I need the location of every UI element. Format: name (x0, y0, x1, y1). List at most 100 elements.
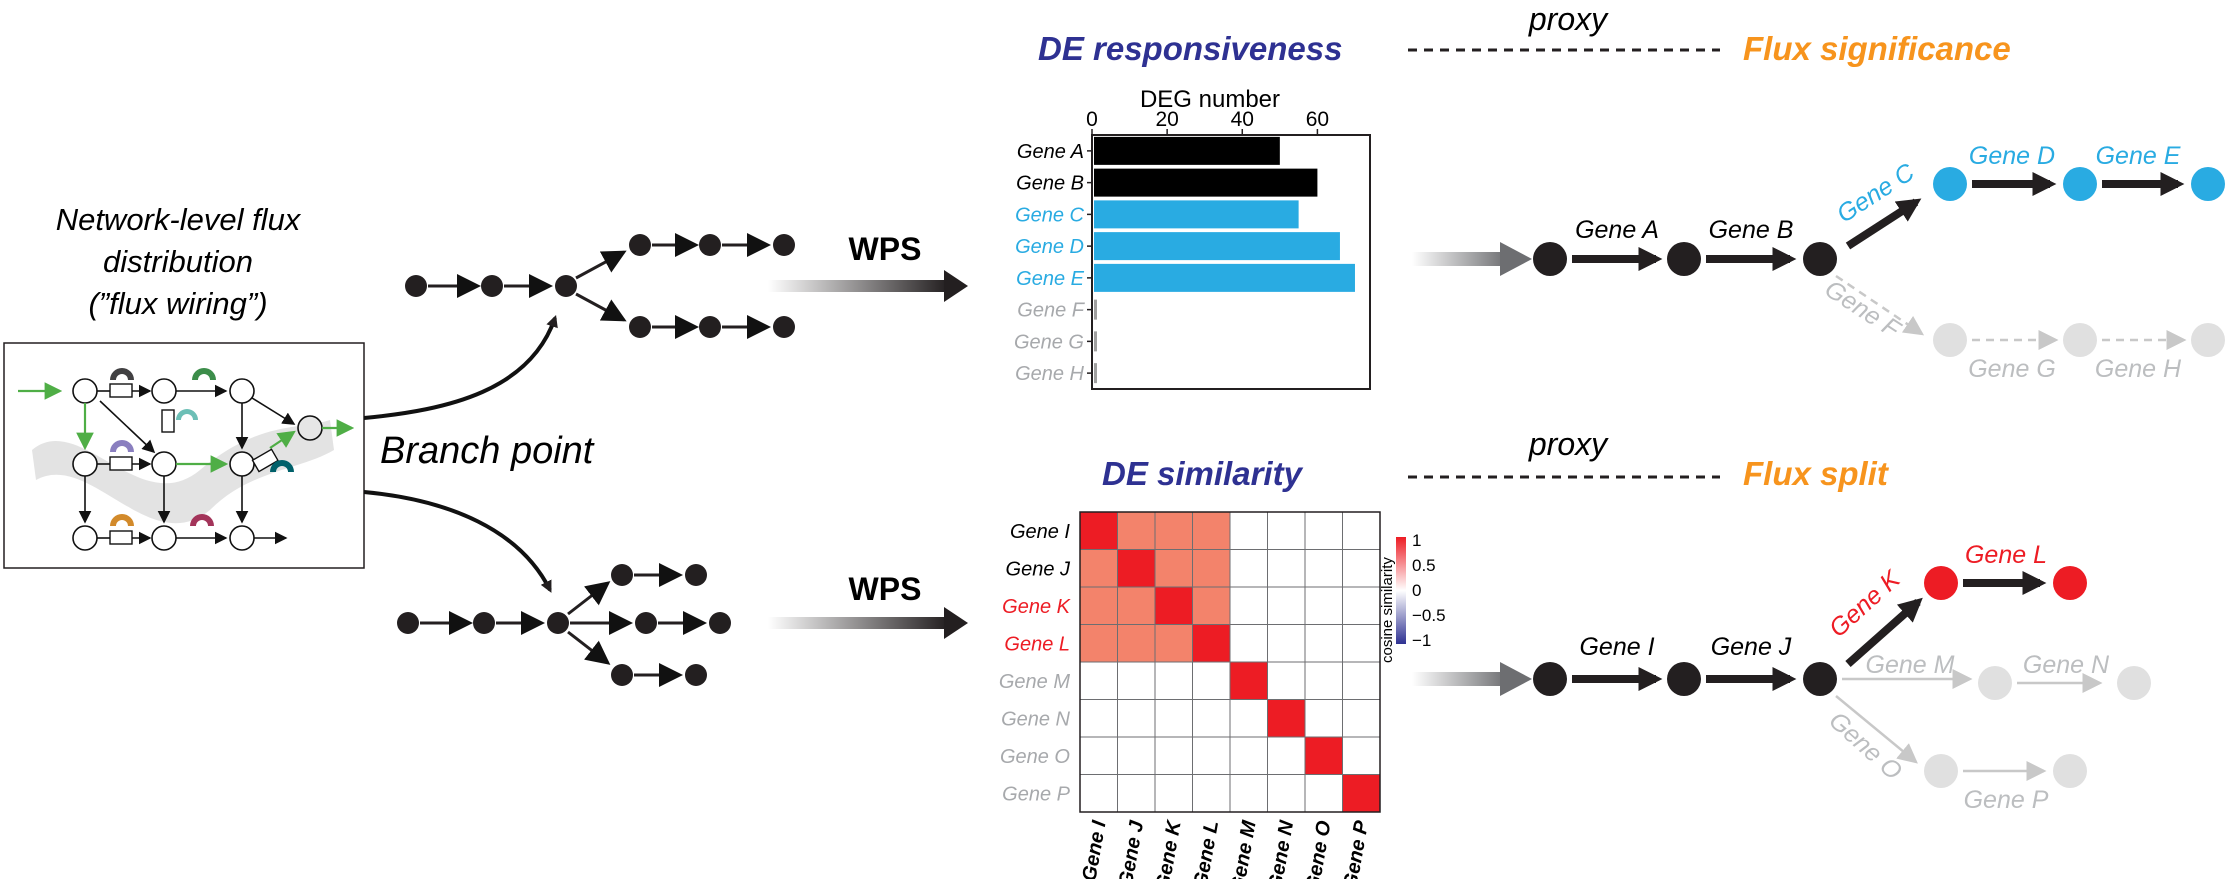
heatmap-cell-gene-k-gene-k (1154, 586, 1193, 625)
heatmap-cell-gene-p-gene-o (1304, 774, 1343, 813)
pathway-label-gene-p: Gene P (1964, 786, 2049, 814)
pathway-label-gene-c: Gene C (1832, 158, 1920, 229)
wps-label-top: WPS (849, 231, 922, 267)
wps-label-bottom: WPS (849, 571, 922, 607)
bar-label-gene-c: Gene C (1015, 204, 1084, 226)
heatmap-col-label-gene-k: Gene K (1152, 818, 1186, 879)
bar-gene-e (1094, 263, 1355, 292)
heatmap-row-label-gene-i: Gene I (1010, 521, 1070, 543)
heatmap-cell-gene-l-gene-k (1154, 624, 1193, 663)
heatmap-cell-gene-m-gene-m (1229, 661, 1268, 700)
top-section: DE responsiveness proxy Flux significanc… (1014, 1, 2225, 390)
caption-line-1: Network-level flux (56, 202, 302, 237)
heatmap-cell-gene-m-gene-k (1154, 661, 1193, 700)
heatmap-cell-gene-k-gene-l (1192, 586, 1231, 625)
pathway-label-gene-e: Gene E (2096, 142, 2181, 170)
heatmap-frame (1079, 511, 1381, 813)
heatmap-cell-gene-n-gene-k (1154, 699, 1193, 738)
bar-gene-d (1094, 232, 1340, 261)
legend-tick-1: 1 (1412, 531, 1421, 550)
heatmap-col-label-gene-i: Gene I (1078, 819, 1110, 879)
bar-gene-b (1094, 168, 1318, 197)
grey-arrow-bottom-head (1500, 662, 1532, 696)
legend-tick-neg-1: −1 (1412, 631, 1431, 650)
pathway-label-gene-l: Gene L (1965, 541, 2047, 569)
heatmap-cell-gene-k-gene-m (1229, 586, 1268, 625)
pathway-label-gene-g: Gene G (1968, 355, 2056, 383)
title-de-responsiveness: DE responsiveness (1038, 30, 1342, 67)
heatmap-cell-gene-l-gene-p (1342, 624, 1381, 663)
title-de-similarity: DE similarity (1102, 455, 1304, 492)
pathway-label-gene-n: Gene N (2023, 651, 2110, 679)
heatmap-cell-gene-i-gene-i (1079, 511, 1118, 550)
heatmap-cell-gene-n-gene-m (1229, 699, 1268, 738)
heatmap-cell-gene-m-gene-n (1267, 661, 1306, 700)
caption-line-3: (”flux wiring”) (88, 286, 267, 321)
title-flux-significance: Flux significance (1743, 30, 2011, 67)
flux-significance-pathway: Gene A Gene B Gene C Gene D Gene E Gene … (1533, 142, 2225, 383)
heatmap-cell-gene-i-gene-m (1229, 511, 1268, 550)
legend-tick-neg-0-5: −0.5 (1412, 606, 1446, 625)
legend-tick-0-5: 0.5 (1412, 556, 1436, 575)
proxy-label-top: proxy (1528, 1, 1609, 37)
heatmap-cell-gene-i-gene-k (1154, 511, 1193, 550)
heatmap-cell-gene-o-gene-p (1342, 736, 1381, 775)
legend-tick-0: 0 (1412, 581, 1421, 600)
heatmap-cell-gene-j-gene-p (1342, 549, 1381, 588)
heatmap-cell-gene-n-gene-p (1342, 699, 1381, 738)
wps-arrow-top: WPS (768, 231, 968, 302)
heatmap-cell-gene-k-gene-o (1304, 586, 1343, 625)
bar-label-gene-e: Gene E (1016, 268, 1084, 290)
branch-point-label: Branch point (380, 430, 595, 472)
heatmap-cell-gene-j-gene-i (1079, 549, 1118, 588)
flux-split-pathway: Gene I Gene J Gene K Gene L Gene M Gene … (1533, 541, 2151, 814)
heatmap-cell-gene-o-gene-k (1154, 736, 1193, 775)
heatmap-cell-gene-j-gene-k (1154, 549, 1193, 588)
heatmap-cell-gene-p-gene-n (1267, 774, 1306, 813)
heatmap-cell-gene-p-gene-p (1342, 774, 1381, 813)
pathway-label-gene-b: Gene B (1709, 216, 1794, 244)
grey-arrow-top-head (1500, 242, 1532, 276)
bar-label-gene-g: Gene G (1014, 331, 1084, 353)
pathway-label-gene-j: Gene J (1711, 633, 1792, 661)
heatmap-col-label-gene-o: Gene O (1302, 819, 1336, 879)
heatmap-row-label-gene-o: Gene O (1000, 746, 1070, 768)
heatmap-col-label-gene-p: Gene P (1340, 818, 1374, 879)
heatmap-row-label-gene-p: Gene P (1002, 783, 1070, 805)
heatmap-cell-gene-j-gene-l (1192, 549, 1231, 588)
heatmap-cell-gene-j-gene-n (1267, 549, 1306, 588)
bar-chart-xtick: 0 (1086, 108, 1098, 131)
heatmap-cell-gene-o-gene-l (1192, 736, 1231, 775)
heatmap-cell-gene-m-gene-j (1117, 661, 1156, 700)
heatmap-cell-gene-k-gene-n (1267, 586, 1306, 625)
bar-gene-f (1094, 299, 1097, 320)
heatmap-cell-gene-l-gene-l (1192, 624, 1231, 663)
bar-label-gene-a: Gene A (1017, 141, 1084, 163)
grey-arrow-bottom (1412, 672, 1508, 686)
bar-label-gene-h: Gene H (1015, 363, 1084, 385)
network-illustration (18, 368, 355, 551)
pathway-label-gene-d: Gene D (1969, 142, 2055, 170)
heatmap-cell-gene-k-gene-i (1079, 586, 1118, 625)
bottom-branch-network (397, 563, 731, 687)
heatmap-cell-gene-k-gene-p (1342, 586, 1381, 625)
wps-arrow-bottom: WPS (768, 571, 968, 639)
heatmap-cell-gene-n-gene-n (1267, 699, 1306, 738)
bar-chart: DEG number 0 20 40 60 Gene A Gene B Gene C Gene … (1014, 86, 1371, 390)
bar-gene-a (1094, 136, 1280, 165)
heatmap-cell-gene-j-gene-o (1304, 549, 1343, 588)
heatmap-col-label-gene-j: Gene J (1115, 818, 1148, 879)
heatmap-cell-gene-i-gene-p (1342, 511, 1381, 550)
heatmap-cell-gene-n-gene-l (1192, 699, 1231, 738)
heatmap-cell-gene-j-gene-m (1229, 549, 1268, 588)
pathway-label-gene-f: Gene F (1820, 275, 1907, 345)
heatmap-row-label-gene-n: Gene N (1001, 708, 1070, 730)
bar-label-gene-b: Gene B (1016, 173, 1084, 195)
bar-gene-h (1094, 363, 1097, 384)
heatmap-cell-gene-m-gene-i (1079, 661, 1118, 700)
pathway-label-gene-k: Gene K (1824, 564, 1907, 642)
bar-label-gene-f: Gene F (1017, 300, 1085, 322)
heatmap-cell-gene-o-gene-m (1229, 736, 1268, 775)
heatmap-cell-gene-o-gene-n (1267, 736, 1306, 775)
bar-label-gene-d: Gene D (1015, 236, 1084, 258)
